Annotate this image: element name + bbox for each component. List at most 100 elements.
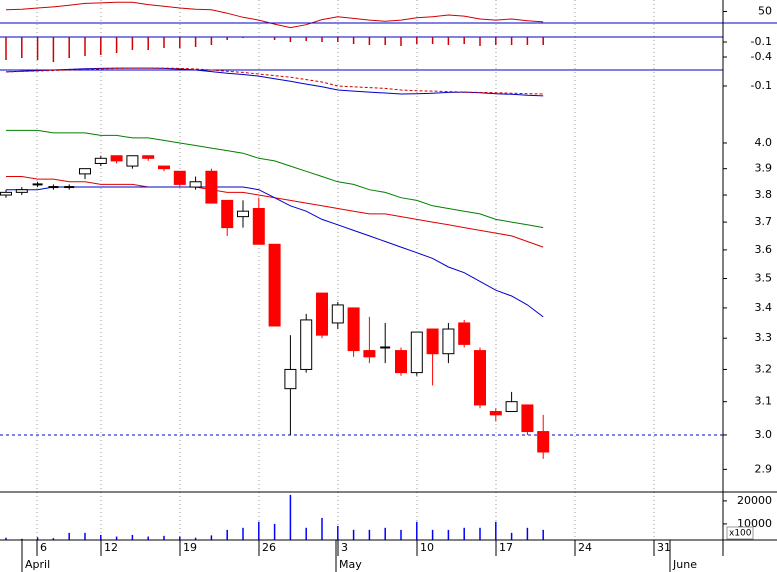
bar: [242, 527, 244, 540]
candle-body: [237, 210, 249, 218]
bar: [36, 537, 39, 540]
bar: [242, 37, 244, 38]
candle-body: [205, 170, 218, 204]
bar: [163, 535, 165, 540]
month-label: June: [672, 558, 697, 571]
x-tick-label: 26: [262, 541, 276, 554]
bar: [258, 521, 260, 540]
line-series: [5, 67, 544, 97]
candle-body: [521, 404, 534, 433]
month-label: May: [339, 558, 362, 571]
bar: [321, 37, 323, 42]
y-tick-label: -0.1: [751, 35, 772, 48]
bar: [131, 37, 134, 50]
bar: [447, 37, 450, 45]
y-tick-label: 3.8: [755, 188, 773, 201]
candle-body: [410, 331, 423, 374]
bar: [526, 527, 529, 540]
bar: [210, 535, 213, 540]
candle-body: [458, 322, 471, 345]
y-tick-label: 3.0: [755, 428, 773, 441]
bar: [400, 37, 402, 46]
bar: [479, 527, 481, 540]
x-tick-label: 31: [657, 541, 671, 554]
bar: [384, 527, 386, 540]
bar: [226, 529, 228, 540]
bar: [289, 494, 292, 540]
line-series: [6, 129, 544, 229]
unit-label: x100: [729, 529, 752, 539]
candle-body: [442, 328, 455, 355]
bar: [368, 529, 371, 540]
bar: [68, 532, 70, 540]
bar: [115, 536, 118, 540]
bar: [21, 37, 23, 58]
y-tick-label: 3.2: [755, 362, 773, 375]
bar: [131, 534, 134, 540]
y-tick-label: 2.9: [755, 462, 773, 475]
bar: [115, 37, 118, 53]
bar: [526, 37, 529, 45]
candle-body: [189, 181, 202, 188]
candle-body: [316, 292, 328, 336]
bar: [384, 37, 386, 45]
x-tick-label: 19: [183, 541, 197, 554]
bar: [416, 37, 418, 44]
bar: [194, 537, 197, 540]
y-tick-label: 3.5: [755, 271, 773, 284]
bar: [179, 536, 181, 540]
bar: [305, 527, 307, 540]
bar: [179, 37, 181, 48]
y-tick-label: 3.3: [755, 331, 773, 344]
candle-body: [395, 350, 407, 374]
candle-body: [173, 170, 186, 185]
candle-body: [268, 243, 281, 327]
candle-body: [300, 319, 313, 370]
bar: [495, 521, 497, 540]
bar: [210, 37, 213, 45]
bar: [194, 37, 197, 47]
y-tick-label: 3.7: [755, 215, 773, 228]
bar: [36, 37, 39, 60]
candle-body: [94, 157, 107, 164]
bar: [321, 517, 323, 540]
bar: [447, 529, 450, 540]
candle-body: [284, 368, 297, 390]
x-tick-label: 12: [104, 541, 118, 554]
candle-body: [426, 328, 439, 355]
y-tick-label: 3.9: [755, 162, 773, 175]
y-tick-label: 3.4: [755, 301, 773, 314]
bar: [368, 37, 371, 45]
bar: [258, 37, 260, 38]
candle-body: [363, 350, 376, 358]
bar: [416, 521, 418, 540]
y-tick-label: -0.4: [751, 50, 772, 63]
bar: [84, 532, 86, 540]
candle-body: [15, 189, 28, 193]
bar: [5, 537, 7, 540]
bar: [84, 37, 86, 56]
line-series: [6, 186, 544, 318]
bar: [431, 529, 434, 540]
x-tick-label: 3: [341, 541, 348, 554]
bar: [52, 37, 55, 62]
bar: [52, 538, 55, 540]
candle-body: [505, 401, 518, 413]
bar: [352, 37, 355, 44]
y-tick-label: 20000: [737, 494, 772, 507]
bar: [400, 529, 402, 540]
x-tick-label: 17: [499, 541, 513, 554]
candle-body: [79, 168, 91, 175]
candle-body: [347, 307, 360, 352]
bar: [337, 525, 339, 540]
bar: [147, 37, 149, 50]
month-label: April: [25, 558, 50, 571]
bar: [147, 536, 149, 540]
bar: [542, 37, 544, 45]
bar: [163, 37, 165, 48]
bar: [510, 532, 513, 540]
bar: [273, 37, 276, 40]
bar: [510, 37, 513, 45]
